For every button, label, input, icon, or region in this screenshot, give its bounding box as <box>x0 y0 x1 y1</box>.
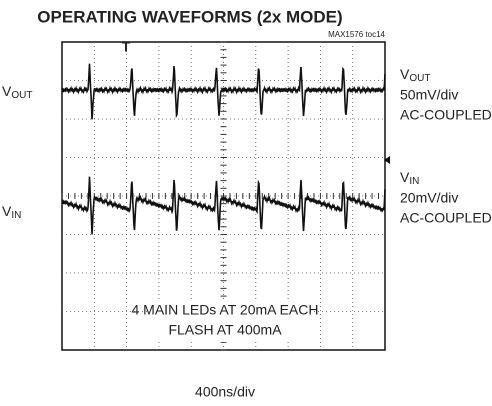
vout-right-label: VOUT <box>400 66 430 84</box>
vout-trace <box>61 63 386 120</box>
title: OPERATING WAVEFORMS (2x MODE) <box>37 7 342 26</box>
label-main: V <box>2 83 12 99</box>
label-sub: IN <box>409 176 419 187</box>
annotation-bg <box>150 300 310 342</box>
label-main: V <box>2 203 12 219</box>
vin-label: VIN <box>2 203 21 221</box>
label-sub: IN <box>11 210 21 221</box>
trigger-marker: T <box>122 39 131 55</box>
vin-coupling: AC-COUPLED <box>400 210 492 226</box>
figure-id: MAX1576 toc14 <box>328 30 385 39</box>
label-main: V <box>400 66 410 82</box>
annotation-line: FLASH AT 400mA <box>168 322 282 338</box>
label-sub: OUT <box>409 73 430 84</box>
annotation-line: 4 MAIN LEDs AT 20mA EACH <box>132 302 319 318</box>
vin-scale: 20mV/div <box>400 190 458 206</box>
vin-right-label: VIN <box>400 169 419 187</box>
label-main: V <box>400 169 410 185</box>
time-scale: 400ns/div <box>195 384 255 400</box>
vout-label: VOUT <box>2 83 32 101</box>
vout-scale: 50mV/div <box>400 87 458 103</box>
vout-coupling: AC-COUPLED <box>400 107 492 123</box>
grid <box>61 41 386 351</box>
label-sub: OUT <box>11 90 32 101</box>
vin-trace <box>61 176 386 235</box>
level-marker <box>384 156 390 164</box>
